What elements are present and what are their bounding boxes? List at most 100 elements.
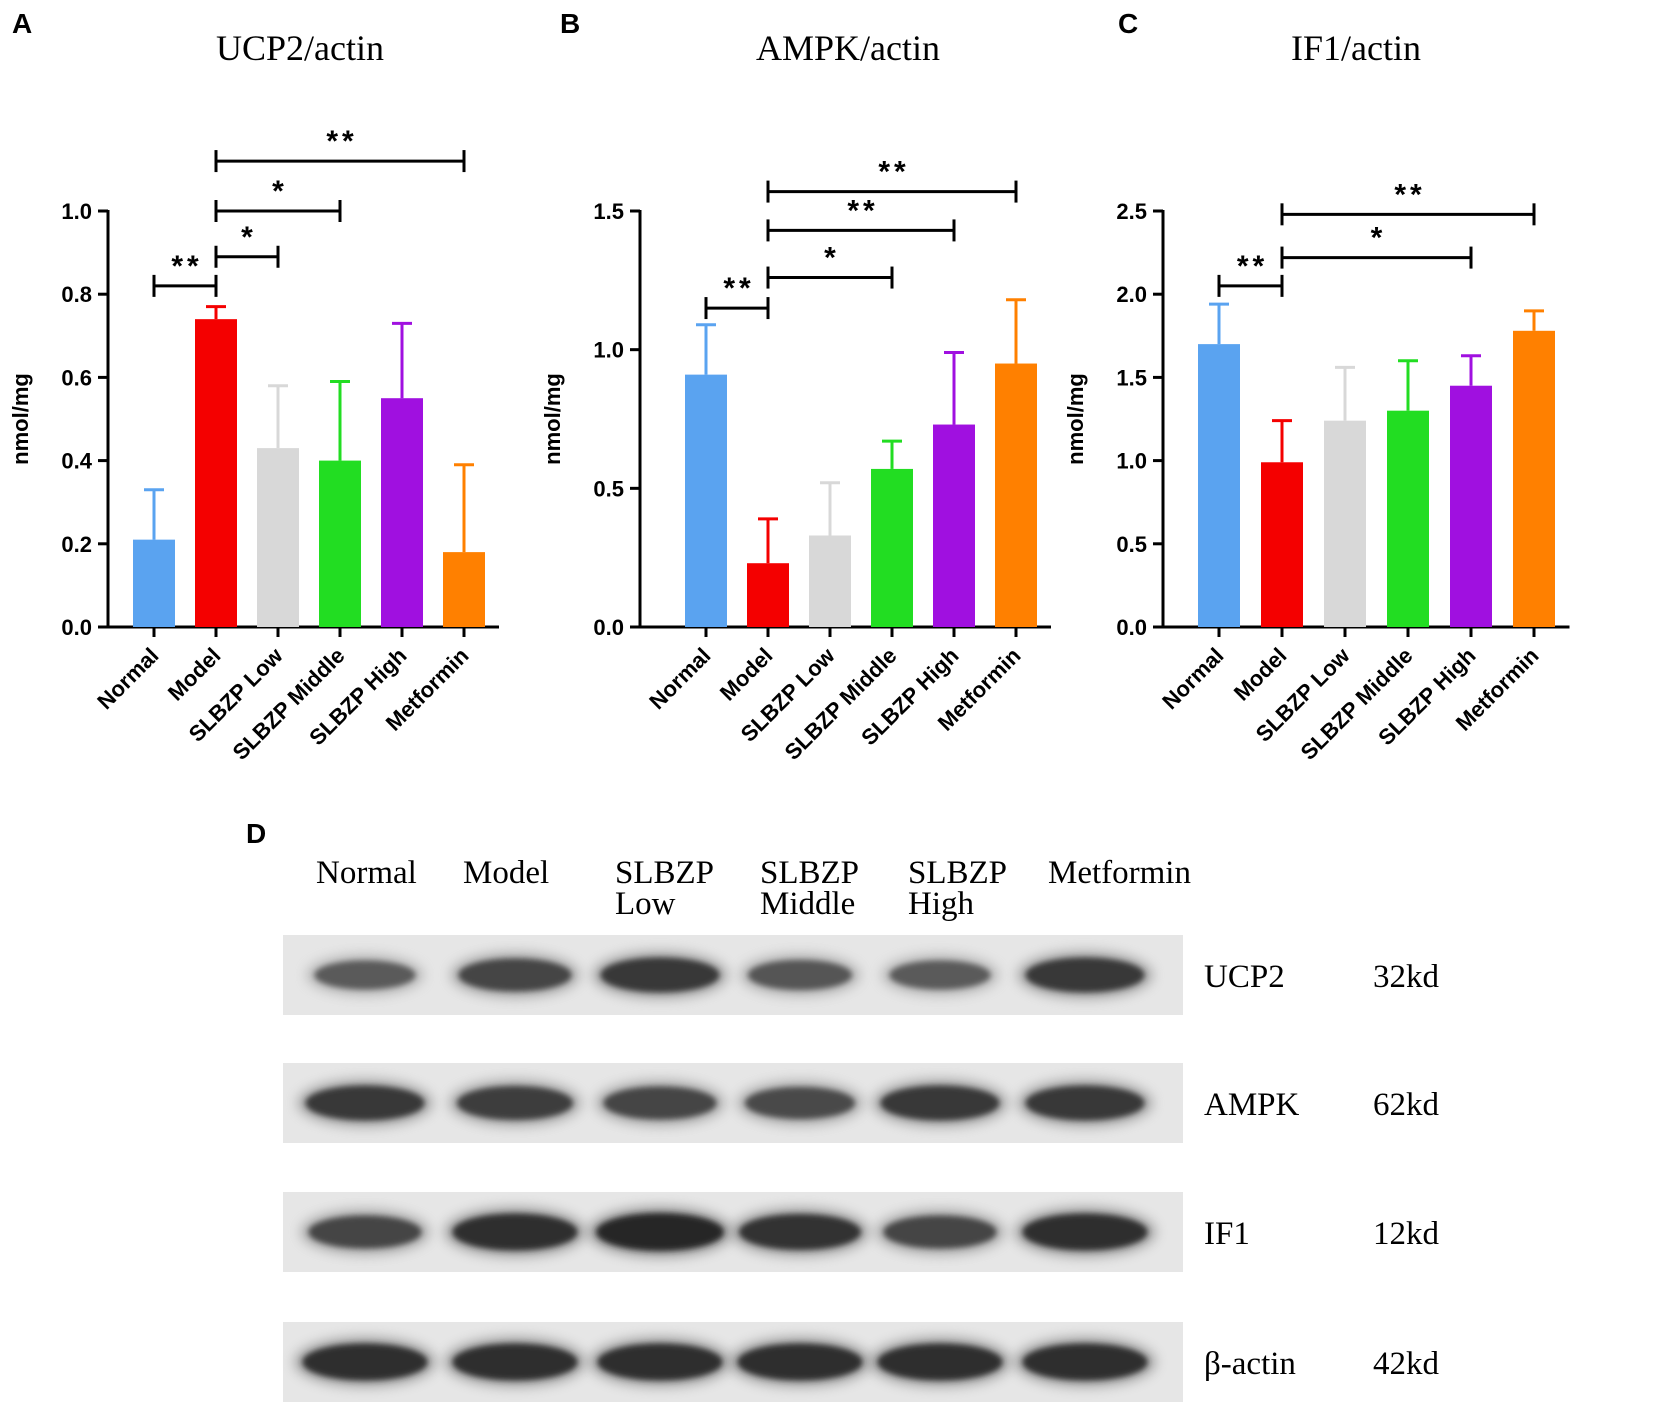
significance-label: ** (723, 272, 754, 305)
y-tick-label: 0.5 (593, 476, 624, 501)
blot-band (596, 1213, 724, 1251)
blot-band (452, 1343, 578, 1381)
y-tick-label: 1.5 (593, 199, 624, 224)
x-tick-label: SLBZP Middle (1296, 643, 1418, 765)
y-tick-label: 1.0 (61, 199, 92, 224)
blot-rows: UCP2 32kd AMPK 62kd IF1 12kd β-actin 42kd (283, 935, 1440, 1402)
bar-charts: A UCP2/actin nmol/mg 0.0 0.2 0.4 0.6 0.8 1.0 Norm… (8, 8, 1570, 765)
molecular-weight-label: 32kd (1373, 959, 1440, 995)
significance-label: ** (878, 156, 909, 189)
x-tick-label: SLBZP Middle (780, 643, 902, 765)
bar-slbzp-middle (319, 460, 361, 627)
blot-band (452, 1213, 578, 1251)
significance-label: ** (1237, 250, 1268, 283)
y-tick-label: 0.8 (61, 282, 92, 307)
blot-band (597, 1343, 723, 1381)
blot-band (1022, 1213, 1148, 1251)
blot-band (1025, 957, 1145, 993)
y-tick-label: 0.2 (61, 532, 92, 557)
panel-letter-b: B (560, 8, 580, 39)
y-axis-label: nmol/mg (1063, 373, 1088, 465)
lane-label: SLBZP (615, 855, 714, 891)
y-tick-label: 0.0 (61, 615, 92, 640)
chart-c: C IF1/actin nmol/mg 0.0 0.5 1.0 1.5 2.0 2.5 Norma… (1063, 8, 1570, 765)
bar-slbzp-low (809, 535, 851, 627)
y-tick-label: 0.0 (1116, 615, 1147, 640)
bar-metformin (1513, 330, 1555, 627)
bar-model (1261, 462, 1303, 627)
blot-band (737, 1343, 863, 1381)
molecular-weight-label: 12kd (1373, 1216, 1440, 1252)
panel-letter-a: A (12, 8, 32, 39)
protein-label: β-actin (1204, 1346, 1296, 1382)
lane-label: Model (463, 855, 549, 891)
protein-label: IF1 (1204, 1216, 1250, 1252)
blot-lane-labels: Normal Model SLBZPLowSLBZPMiddleSLBZPHighM… (316, 855, 1191, 922)
bar-slbzp-high (933, 424, 975, 627)
y-axis-label: nmol/mg (540, 373, 565, 465)
blot-row-ucp2: UCP2 32kd (283, 935, 1440, 1015)
blot-row-if1: IF1 12kd (283, 1192, 1440, 1272)
y-tick-label: 0.5 (1116, 532, 1147, 557)
blot-band (603, 1086, 717, 1120)
x-tick-label: Normal (644, 643, 715, 714)
blot-band (458, 958, 572, 992)
significance-label: ** (1394, 178, 1425, 211)
y-tick-label: 1.0 (593, 338, 624, 363)
blot-band (314, 960, 416, 990)
lane-label: Normal (316, 855, 417, 891)
y-tick-label: 0.6 (61, 365, 92, 390)
lane-label: SLBZP (908, 855, 1007, 891)
y-tick-label: 1.5 (1116, 365, 1147, 390)
blot-band (880, 1085, 1000, 1121)
blot-band (748, 960, 852, 990)
blot-band (600, 957, 720, 993)
bar-metformin (443, 552, 485, 627)
y-tick-label: 0.4 (61, 449, 92, 474)
significance-label: * (272, 175, 288, 208)
bar-slbzp-middle (1387, 410, 1429, 627)
blot-band (745, 1087, 855, 1119)
chart-title: UCP2/actin (216, 28, 384, 68)
significance-label: * (241, 221, 257, 254)
blot-band (308, 1215, 422, 1249)
blot-band (1022, 1343, 1148, 1381)
bar-metformin (995, 363, 1037, 627)
molecular-weight-label: 62kd (1373, 1087, 1440, 1123)
bar-slbzp-high (381, 398, 423, 627)
molecular-weight-label: 42kd (1373, 1346, 1440, 1382)
bar-normal (685, 374, 727, 627)
blot-band (457, 1086, 573, 1120)
panel-letter-d: D (246, 818, 266, 849)
x-tick-label: SLBZP Middle (228, 643, 350, 765)
protein-label: UCP2 (1204, 959, 1285, 995)
chart-title: IF1/actin (1291, 28, 1421, 68)
lane-label: SLBZP (760, 855, 859, 891)
blot-band (883, 1215, 997, 1249)
blot-band (877, 1343, 1003, 1381)
significance-label: ** (847, 194, 878, 227)
x-tick-label: Normal (92, 643, 163, 714)
bar-model (747, 563, 789, 627)
x-tick-label: Model (1229, 643, 1292, 706)
significance-label: * (824, 242, 840, 275)
lane-label: Metformin (1048, 855, 1191, 891)
bar-slbzp-low (257, 448, 299, 627)
y-tick-label: 2.0 (1116, 282, 1147, 307)
bar-normal (1198, 344, 1240, 627)
bar-slbzp-high (1450, 385, 1492, 627)
x-tick-label: Normal (1157, 643, 1228, 714)
blot-band (1025, 1085, 1145, 1121)
significance-label: ** (326, 125, 357, 158)
y-tick-label: 2.5 (1116, 199, 1147, 224)
protein-label: AMPK (1204, 1087, 1300, 1123)
blot-row-actin: β-actin 42kd (283, 1322, 1440, 1402)
significance-label: ** (171, 250, 202, 283)
blot-band (739, 1214, 861, 1250)
bar-slbzp-middle (871, 468, 913, 627)
lane-label: Low (615, 886, 676, 922)
western-blot-panel: D Normal Model SLBZPLowSLBZPMiddleSLBZPHig… (246, 818, 1440, 1402)
blot-band (305, 1085, 425, 1121)
y-tick-label: 0.0 (593, 615, 624, 640)
